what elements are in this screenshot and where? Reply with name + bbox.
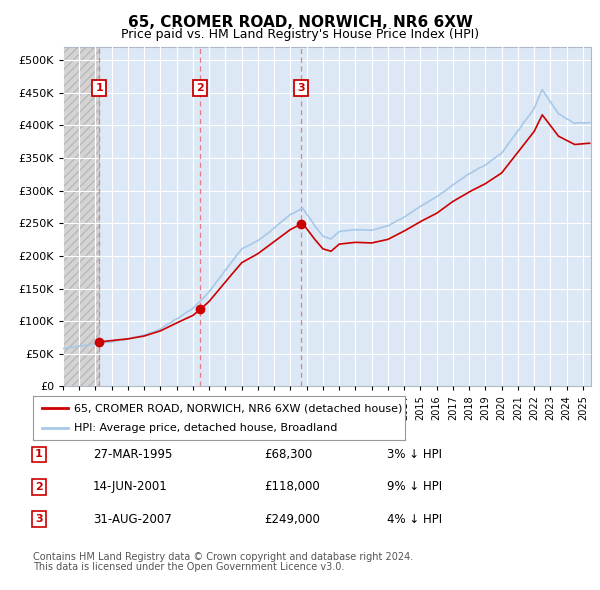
Text: HPI: Average price, detached house, Broadland: HPI: Average price, detached house, Broa… [74,423,337,433]
Text: 3: 3 [35,514,43,524]
Text: 9% ↓ HPI: 9% ↓ HPI [387,480,442,493]
Text: 1: 1 [95,83,103,93]
Text: Price paid vs. HM Land Registry's House Price Index (HPI): Price paid vs. HM Land Registry's House … [121,28,479,41]
Text: 27-MAR-1995: 27-MAR-1995 [93,448,172,461]
Text: Contains HM Land Registry data © Crown copyright and database right 2024.: Contains HM Land Registry data © Crown c… [33,552,413,562]
Text: £249,000: £249,000 [264,513,320,526]
Text: £118,000: £118,000 [264,480,320,493]
Text: 3% ↓ HPI: 3% ↓ HPI [387,448,442,461]
Text: 2: 2 [35,482,43,491]
Text: £68,300: £68,300 [264,448,312,461]
Text: 3: 3 [298,83,305,93]
Bar [63,47,99,386]
Text: 1: 1 [35,450,43,459]
Text: 31-AUG-2007: 31-AUG-2007 [93,513,172,526]
Text: 4% ↓ HPI: 4% ↓ HPI [387,513,442,526]
Text: This data is licensed under the Open Government Licence v3.0.: This data is licensed under the Open Gov… [33,562,344,572]
Text: 14-JUN-2001: 14-JUN-2001 [93,480,168,493]
Text: 65, CROMER ROAD, NORWICH, NR6 6XW (detached house): 65, CROMER ROAD, NORWICH, NR6 6XW (detac… [74,403,402,413]
Text: 65, CROMER ROAD, NORWICH, NR6 6XW: 65, CROMER ROAD, NORWICH, NR6 6XW [128,15,472,30]
Text: 2: 2 [196,83,204,93]
